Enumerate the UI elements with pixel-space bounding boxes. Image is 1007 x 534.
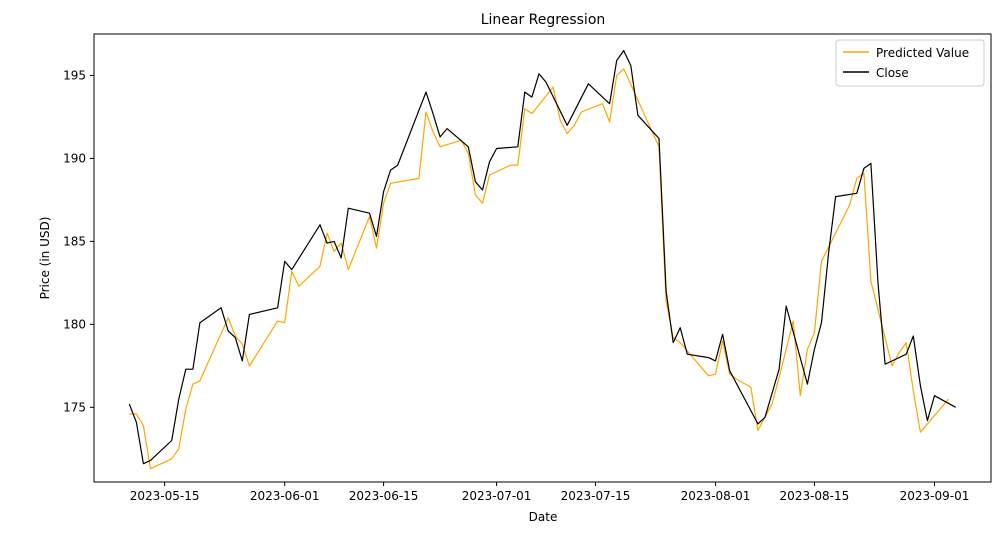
y-tick-label: 185 [63,234,86,248]
x-tick-label: 2023-08-01 [681,489,751,503]
series-line-predicted-value [129,68,950,470]
legend: Predicted Value Close [835,39,985,87]
y-tick-label: 195 [63,68,86,82]
y-tick-label: 175 [63,400,86,414]
x-axis-label: Date [529,510,558,524]
x-tick-label: 2023-09-01 [900,489,970,503]
legend-label-predicted-value: Predicted Value [876,46,969,60]
series-line-close [128,49,956,465]
legend-box [835,39,985,87]
y-tick-label: 180 [63,317,86,331]
x-axis-ticks: 2023-05-15 2023-06-01 2023-06-15 2023-07-01… [130,482,970,503]
x-tick-label: 2023-06-01 [250,489,320,503]
y-axis-ticks: 175 180 185 190 195 [63,68,94,414]
x-tick-label: 2023-07-01 [462,489,532,503]
x-tick-label: 2023-07-15 [561,489,631,503]
plot-frame [93,33,992,483]
y-axis-label: Price (in USD) [38,217,52,300]
x-tick-label: 2023-06-15 [349,489,419,503]
chart-title: Linear Regression [481,12,606,28]
x-tick-label: 2023-05-15 [130,489,200,503]
series-layer [128,49,956,470]
x-tick-label: 2023-08-15 [780,489,850,503]
y-tick-label: 190 [63,151,86,165]
legend-label-close: Close [876,66,909,80]
